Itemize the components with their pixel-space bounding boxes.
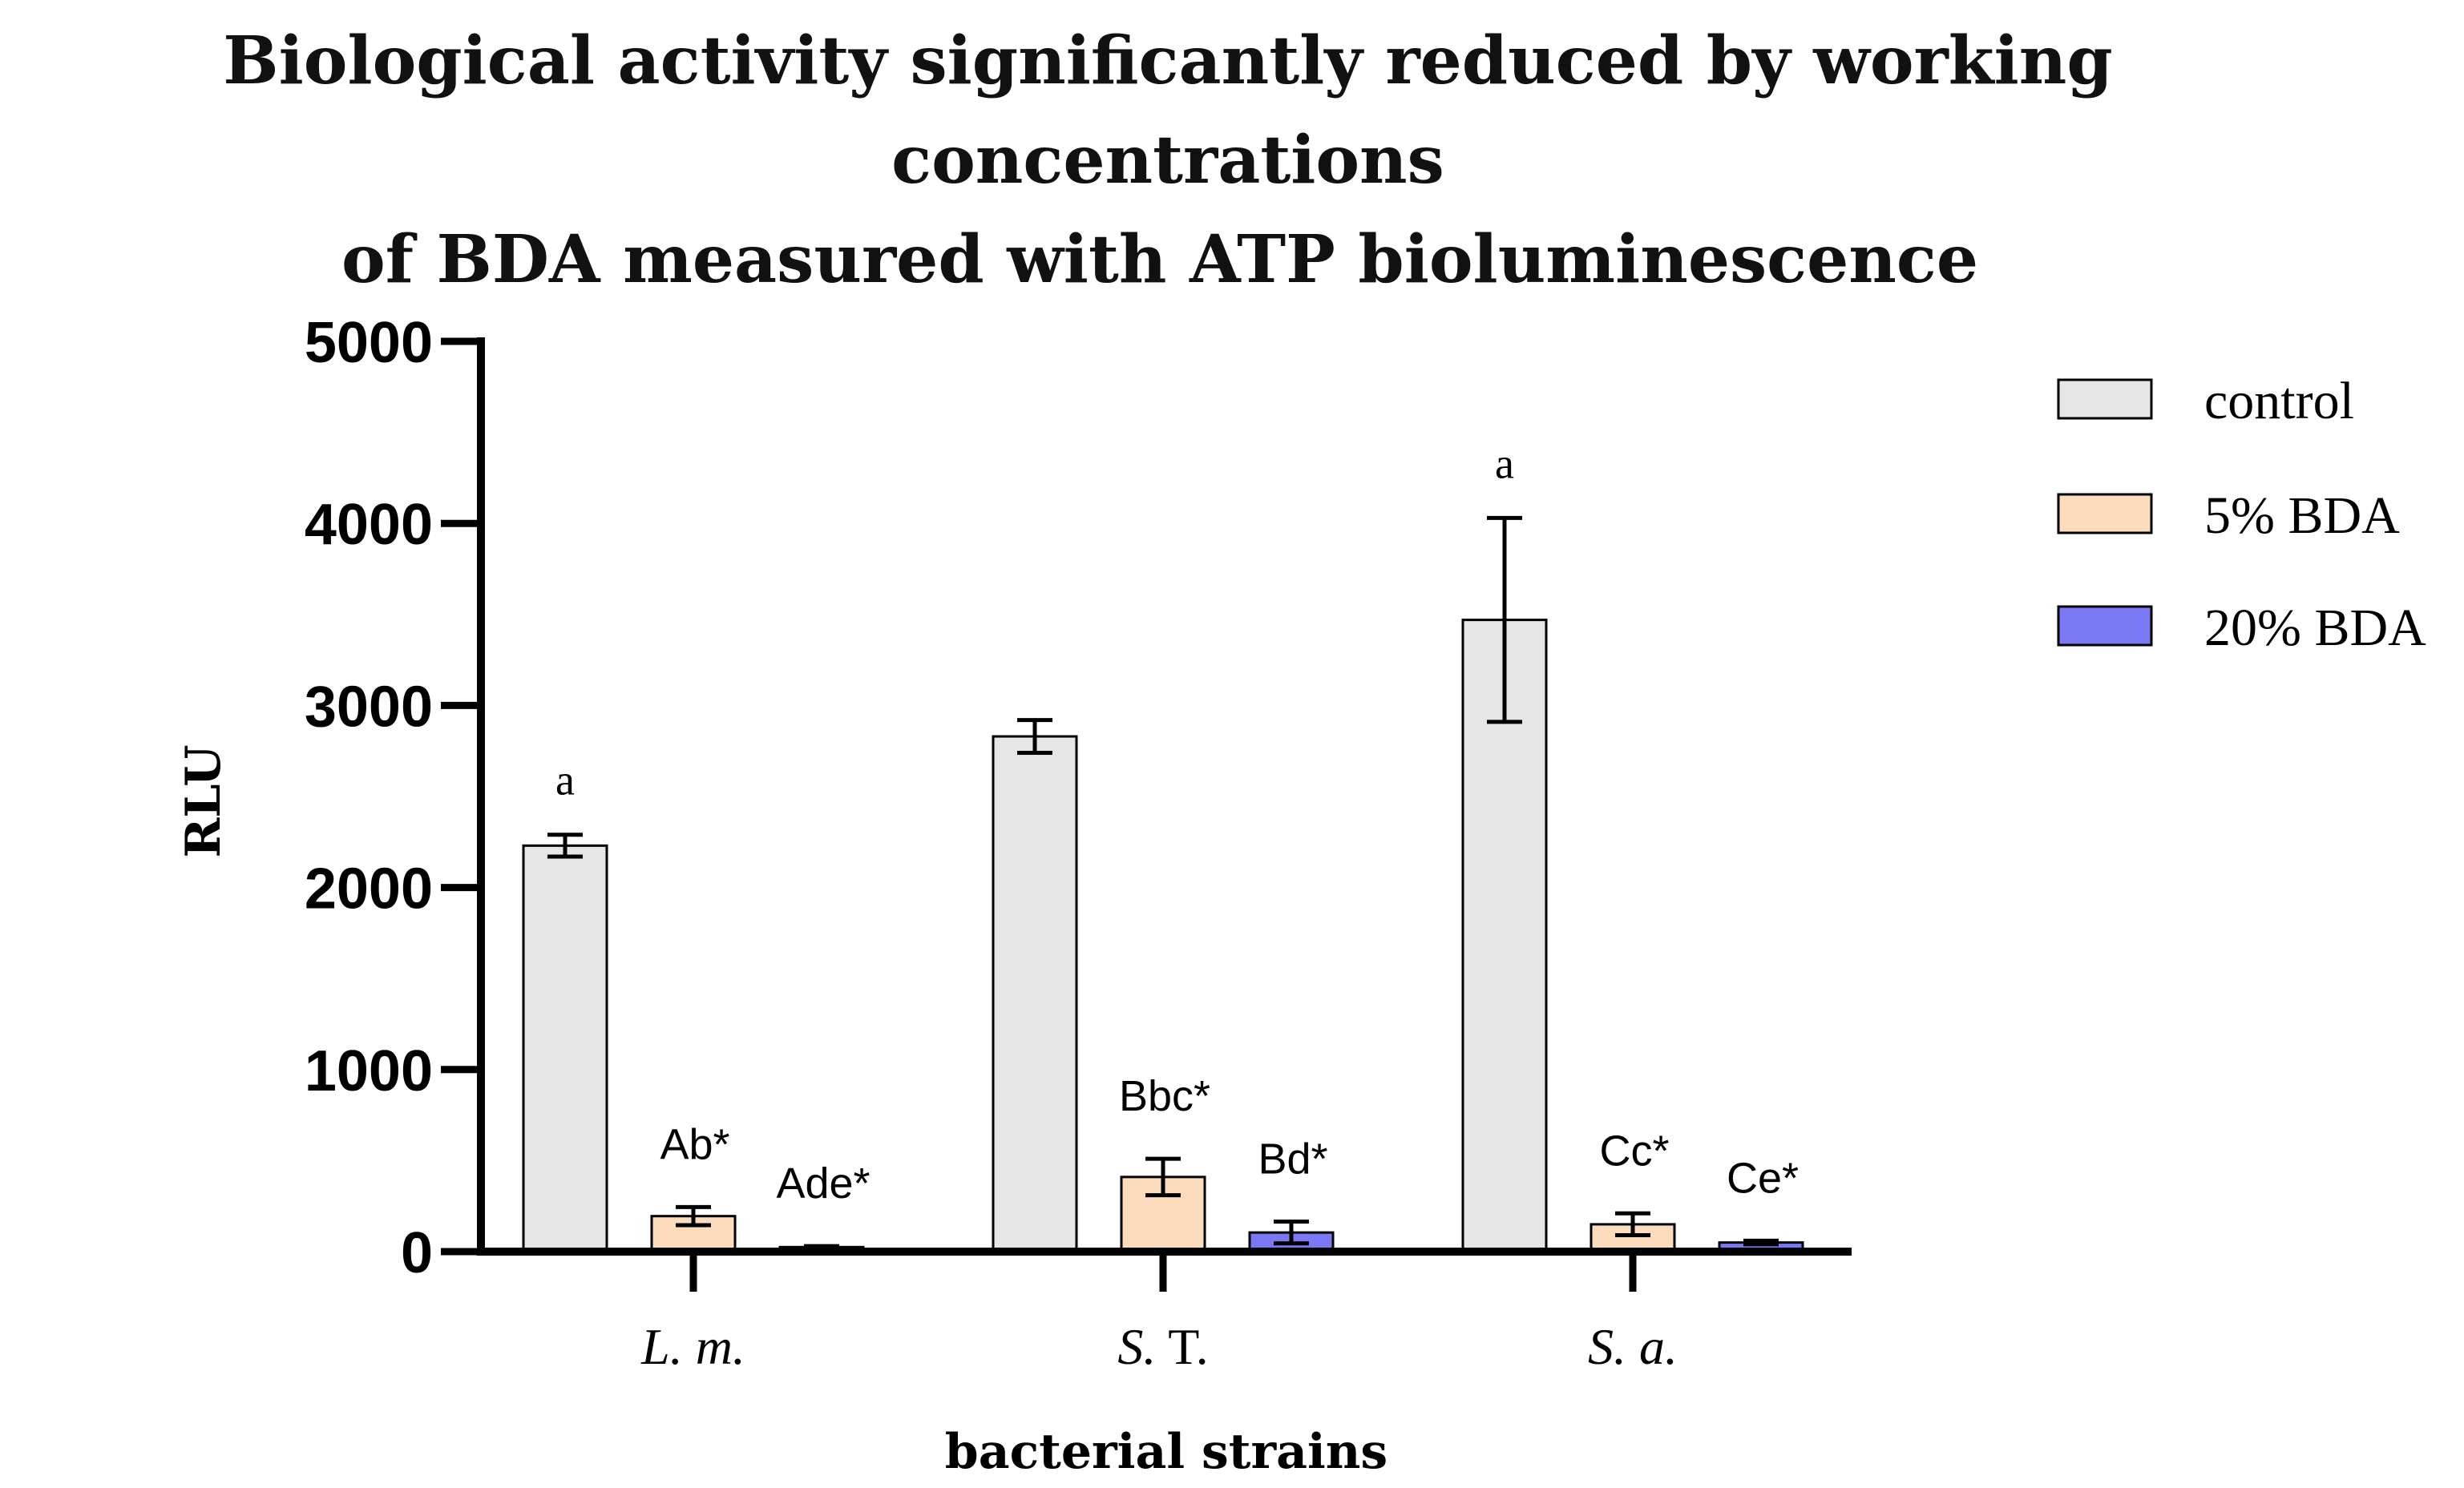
y-tick-label: 4000 bbox=[305, 493, 433, 557]
significance-label: Bd* bbox=[1258, 1135, 1327, 1184]
y-tick-label: 5000 bbox=[305, 311, 433, 375]
y-tick-label: 2000 bbox=[305, 857, 433, 921]
legend-swatch bbox=[2057, 605, 2153, 647]
y-axis-ticks: 0 1000 2000 3000 4000 5000 bbox=[305, 311, 481, 1285]
significance-label: Bbc* bbox=[1119, 1072, 1210, 1120]
legend-item: 5% BDA bbox=[2057, 486, 2400, 545]
x-tick-label-italic: L. m. bbox=[640, 1318, 745, 1375]
x-tick-label-italic: S. a. bbox=[1588, 1318, 1678, 1375]
y-axis-title: RLU bbox=[176, 744, 232, 857]
legend-label: control bbox=[2204, 372, 2354, 430]
x-tick-label-italic: S. bbox=[1117, 1318, 1156, 1375]
significance-label: Ce* bbox=[1727, 1154, 1799, 1202]
significance-label: Cc* bbox=[1599, 1127, 1669, 1175]
legend-item: control bbox=[2057, 372, 2354, 430]
legend-item: 20% BDA bbox=[2057, 599, 2426, 657]
significance-label: a bbox=[555, 756, 575, 804]
x-axis-title: bacterial strains bbox=[945, 1424, 1388, 1480]
x-tick-label-upright: T. bbox=[1156, 1318, 1208, 1375]
x-tick-label: S. a. bbox=[1588, 1318, 1678, 1375]
y-tick-label: 1000 bbox=[305, 1039, 433, 1103]
x-tick-label: S. T. bbox=[1117, 1318, 1208, 1375]
bar bbox=[1120, 1175, 1206, 1253]
significance-label: Ade* bbox=[776, 1159, 870, 1208]
significance-label: Ab* bbox=[660, 1120, 729, 1168]
chart-title: Biological activity significantly reduce… bbox=[0, 11, 2464, 309]
bar-group: a Cc* Ce* bbox=[1461, 439, 1804, 1253]
y-tick-label: 0 bbox=[401, 1221, 433, 1285]
bar-group: Bbc* Bd* bbox=[992, 718, 1335, 1253]
legend-swatch bbox=[2057, 493, 2153, 534]
chart-title-line-2: of BDA measured with ATP bioluminescence bbox=[341, 221, 1978, 298]
bar-groups: a Ab* Ade* Bbc* Bd* a Cc* Ce* bbox=[522, 439, 1804, 1253]
bar bbox=[522, 844, 608, 1253]
legend: control 5% BDA 20% BDA bbox=[2057, 372, 2426, 657]
bar bbox=[992, 735, 1078, 1253]
bar-group: a Ab* Ade* bbox=[522, 756, 870, 1253]
legend-swatch bbox=[2057, 378, 2153, 420]
significance-label: a bbox=[1495, 439, 1514, 487]
x-axis-ticks: L. m. S. T. S. a. bbox=[640, 1252, 1678, 1375]
chart-title-line-1: Biological activity significantly reduce… bbox=[223, 22, 2113, 199]
x-tick-label: L. m. bbox=[640, 1318, 745, 1375]
y-tick-label: 3000 bbox=[305, 675, 433, 739]
legend-label: 20% BDA bbox=[2204, 599, 2426, 657]
legend-label: 5% BDA bbox=[2204, 486, 2400, 545]
